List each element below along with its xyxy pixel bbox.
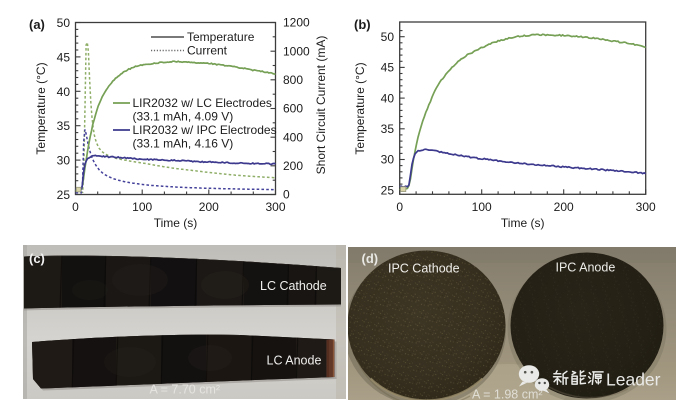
svg-text:Current: Current [187, 44, 228, 58]
svg-text:35: 35 [381, 122, 395, 136]
svg-text:(33.1 mAh, 4.09 V): (33.1 mAh, 4.09 V) [133, 110, 234, 124]
svg-text:(33.1 mAh, 4.16 V): (33.1 mAh, 4.16 V) [133, 137, 234, 151]
svg-text:LC Anode: LC Anode [267, 354, 322, 368]
svg-text:45: 45 [57, 50, 71, 64]
svg-text:0: 0 [72, 200, 79, 214]
svg-text:50: 50 [57, 16, 71, 30]
svg-text:200: 200 [199, 200, 219, 214]
svg-text:1200: 1200 [283, 16, 310, 30]
svg-text:A = 7.70 cm²: A = 7.70 cm² [150, 383, 221, 397]
svg-text:Time (s): Time (s) [501, 216, 545, 230]
svg-text:45: 45 [381, 61, 395, 75]
svg-text:LIR2032 w/ LC Electrodes: LIR2032 w/ LC Electrodes [133, 96, 272, 110]
svg-text:100: 100 [132, 200, 152, 214]
svg-text:40: 40 [57, 85, 71, 99]
svg-text:(b): (b) [354, 17, 371, 32]
svg-text:1000: 1000 [283, 44, 310, 58]
svg-text:Temperature: Temperature [187, 30, 255, 44]
svg-text:Time (s): Time (s) [154, 216, 198, 230]
svg-text:Temperature (°C): Temperature (°C) [353, 62, 367, 154]
svg-text:200: 200 [283, 159, 303, 173]
svg-text:30: 30 [381, 153, 395, 167]
svg-text:30: 30 [57, 154, 71, 168]
svg-text:300: 300 [265, 200, 285, 214]
svg-text:50: 50 [381, 30, 395, 44]
svg-text:LC Cathode: LC Cathode [260, 279, 327, 293]
svg-text:(c): (c) [29, 251, 45, 266]
svg-text:25: 25 [381, 183, 395, 197]
svg-text:Short Circuit Current (mA): Short Circuit Current (mA) [314, 36, 328, 175]
svg-text:IPC Cathode: IPC Cathode [388, 262, 460, 276]
svg-text:300: 300 [636, 200, 656, 214]
svg-text:LIR2032 w/ IPC Electrodes: LIR2032 w/ IPC Electrodes [133, 123, 277, 137]
svg-text:IPC Anode: IPC Anode [556, 261, 616, 275]
svg-text:Leader: Leader [606, 370, 661, 390]
svg-text:25: 25 [57, 188, 71, 202]
svg-text:(a): (a) [29, 17, 45, 32]
svg-text:(d): (d) [362, 251, 379, 266]
svg-text:100: 100 [472, 200, 492, 214]
svg-text:35: 35 [57, 119, 71, 133]
svg-text:Temperature (°C): Temperature (°C) [34, 62, 48, 154]
svg-text:40: 40 [381, 91, 395, 105]
svg-text:0: 0 [396, 200, 403, 214]
svg-text:200: 200 [554, 200, 574, 214]
svg-text:800: 800 [283, 73, 303, 87]
svg-text:0: 0 [283, 188, 290, 202]
svg-text:400: 400 [283, 130, 303, 144]
svg-text:600: 600 [283, 102, 303, 116]
svg-text:A = 1.98 cm²: A = 1.98 cm² [472, 388, 543, 402]
